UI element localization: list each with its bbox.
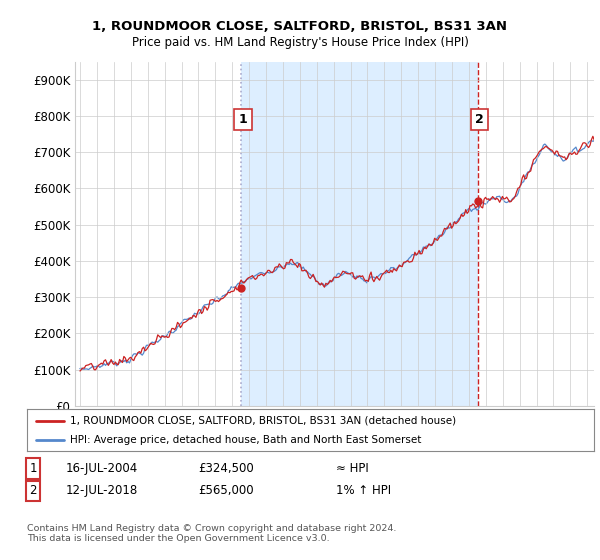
- Text: 1, ROUNDMOOR CLOSE, SALTFORD, BRISTOL, BS31 3AN (detached house): 1, ROUNDMOOR CLOSE, SALTFORD, BRISTOL, B…: [70, 416, 455, 426]
- Text: Price paid vs. HM Land Registry's House Price Index (HPI): Price paid vs. HM Land Registry's House …: [131, 36, 469, 49]
- Text: HPI: Average price, detached house, Bath and North East Somerset: HPI: Average price, detached house, Bath…: [70, 435, 421, 445]
- Text: £565,000: £565,000: [198, 484, 254, 497]
- Text: 12-JUL-2018: 12-JUL-2018: [66, 484, 138, 497]
- Text: ≈ HPI: ≈ HPI: [336, 462, 369, 475]
- Text: Contains HM Land Registry data © Crown copyright and database right 2024.
This d: Contains HM Land Registry data © Crown c…: [27, 524, 397, 543]
- Text: 16-JUL-2004: 16-JUL-2004: [66, 462, 138, 475]
- Text: 2: 2: [29, 484, 37, 497]
- Text: 1: 1: [239, 113, 247, 126]
- Text: 1, ROUNDMOOR CLOSE, SALTFORD, BRISTOL, BS31 3AN: 1, ROUNDMOOR CLOSE, SALTFORD, BRISTOL, B…: [92, 20, 508, 32]
- Text: 1: 1: [29, 462, 37, 475]
- Bar: [241, 62, 478, 406]
- Text: £324,500: £324,500: [198, 462, 254, 475]
- Text: 2: 2: [475, 113, 484, 126]
- Text: 1% ↑ HPI: 1% ↑ HPI: [336, 484, 391, 497]
